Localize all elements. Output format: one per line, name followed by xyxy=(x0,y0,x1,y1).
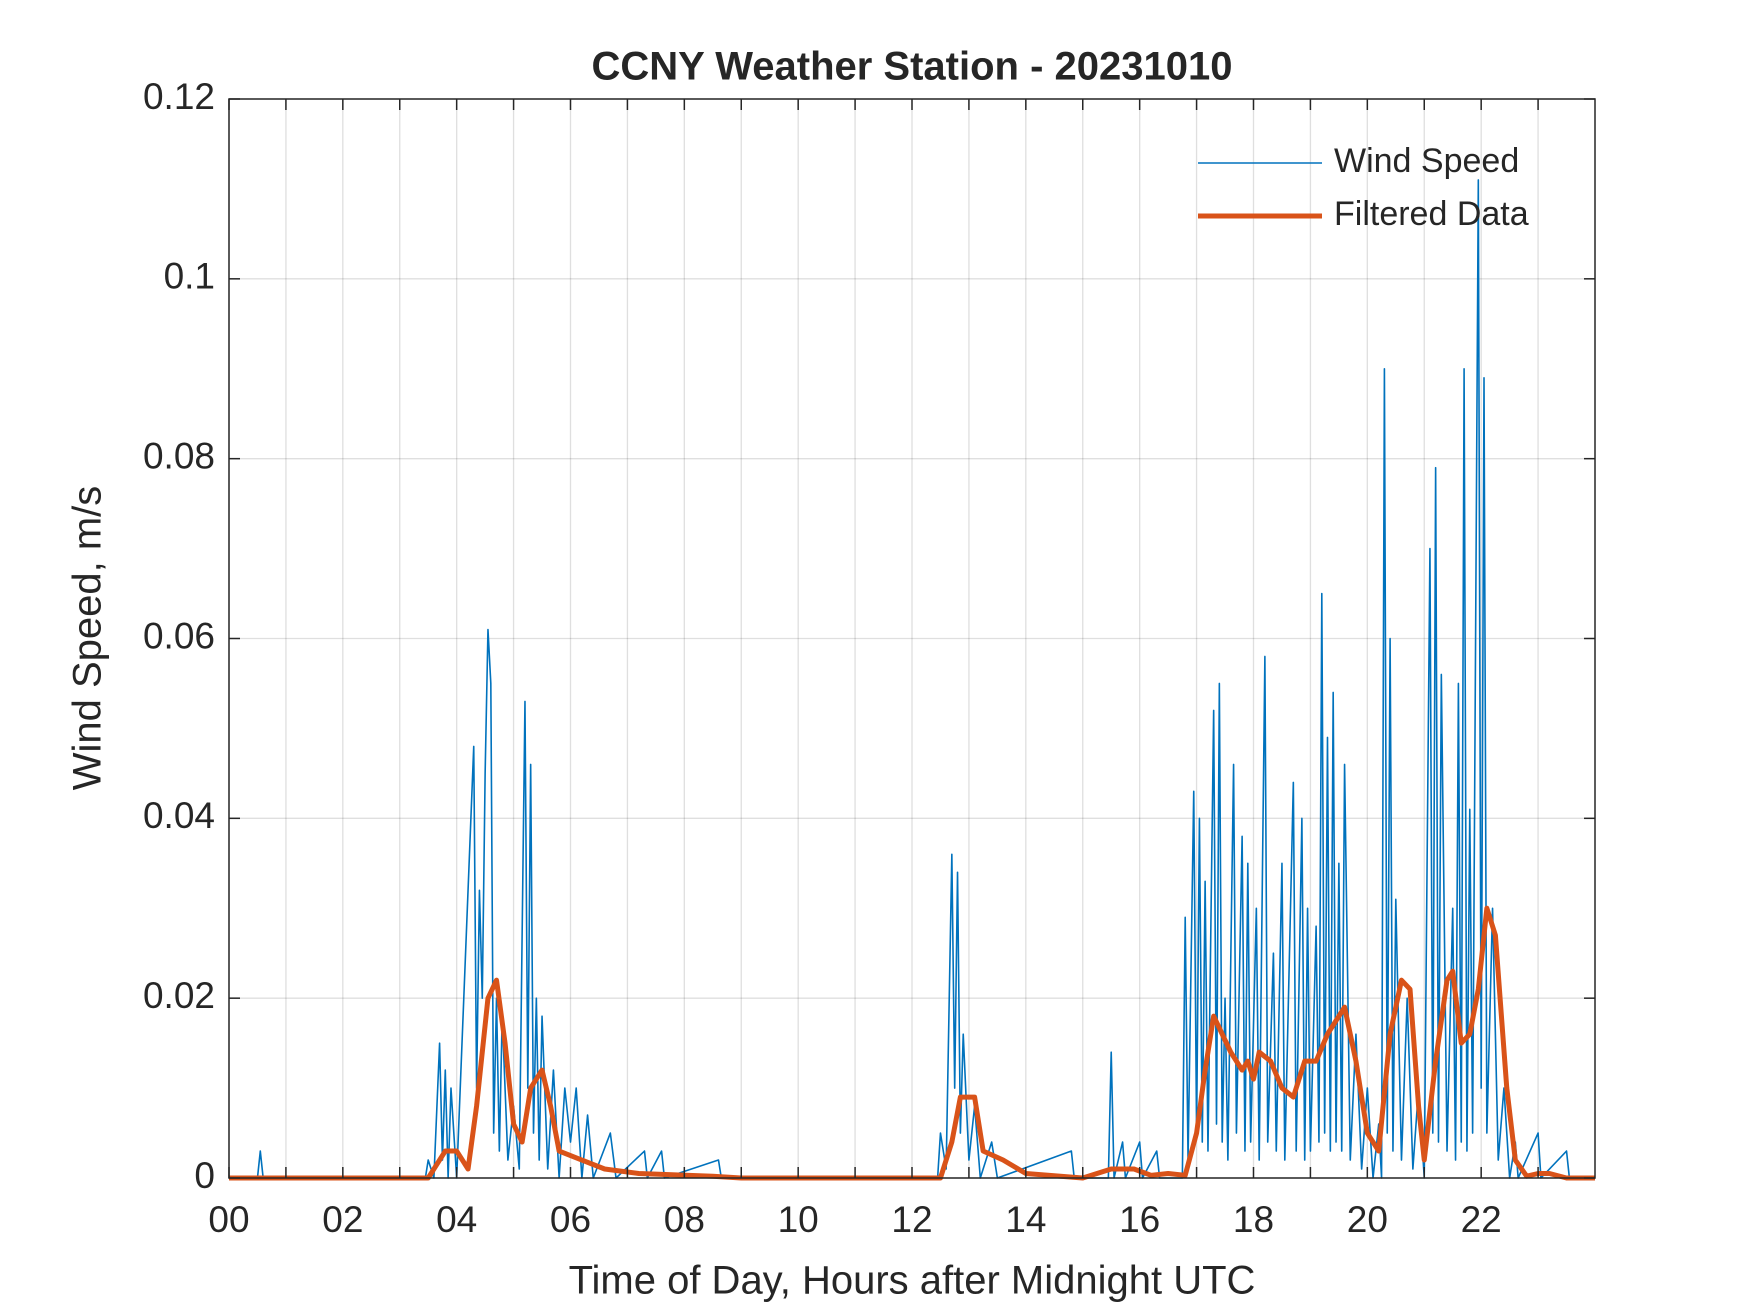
x-tick-label: 06 xyxy=(550,1199,591,1240)
legend-label: Wind Speed xyxy=(1334,142,1519,180)
plot-frame xyxy=(228,98,1596,1179)
data-line xyxy=(229,179,1595,1179)
data-line xyxy=(229,905,1595,1181)
x-tick-label: 22 xyxy=(1461,1199,1502,1240)
marks-layer xyxy=(229,179,1595,1181)
x-tick-label: 02 xyxy=(322,1199,363,1240)
x-tick-label: 00 xyxy=(208,1199,249,1240)
axes-layer: 00 02 04 06 08 10 12 14 16 18 20 22 0 0.02 0.04 0.06 0.0… xyxy=(143,76,1596,1240)
y-tick-label: 0.08 xyxy=(143,435,215,476)
y-tick-label: 0 xyxy=(194,1155,215,1196)
x-tick-label: 18 xyxy=(1233,1199,1274,1240)
x-tick-label: 04 xyxy=(436,1199,477,1240)
x-axis-label: Time of Day, Hours after Midnight UTC xyxy=(569,1259,1256,1303)
x-tick-label: 10 xyxy=(778,1199,819,1240)
y-tick-label: 0.02 xyxy=(143,975,215,1016)
chart-title: CCNY Weather Station - 20231010 xyxy=(592,45,1233,89)
x-tick-label: 20 xyxy=(1347,1199,1388,1240)
legend-label: Filtered Data xyxy=(1334,195,1529,233)
y-axis-label: Wind Speed, m/s xyxy=(66,486,110,791)
x-tick-label: 12 xyxy=(891,1199,932,1240)
y-tick-label: 0.04 xyxy=(143,795,215,836)
x-tick-label: 08 xyxy=(664,1199,705,1240)
y-tick-label: 0.06 xyxy=(143,615,215,656)
grid-layer xyxy=(228,98,1595,1179)
y-tick-label: 0.1 xyxy=(164,256,215,297)
x-tick-label: 14 xyxy=(1005,1199,1046,1240)
x-tick-label: 16 xyxy=(1119,1199,1160,1240)
y-tick-label: 0.12 xyxy=(143,76,215,117)
